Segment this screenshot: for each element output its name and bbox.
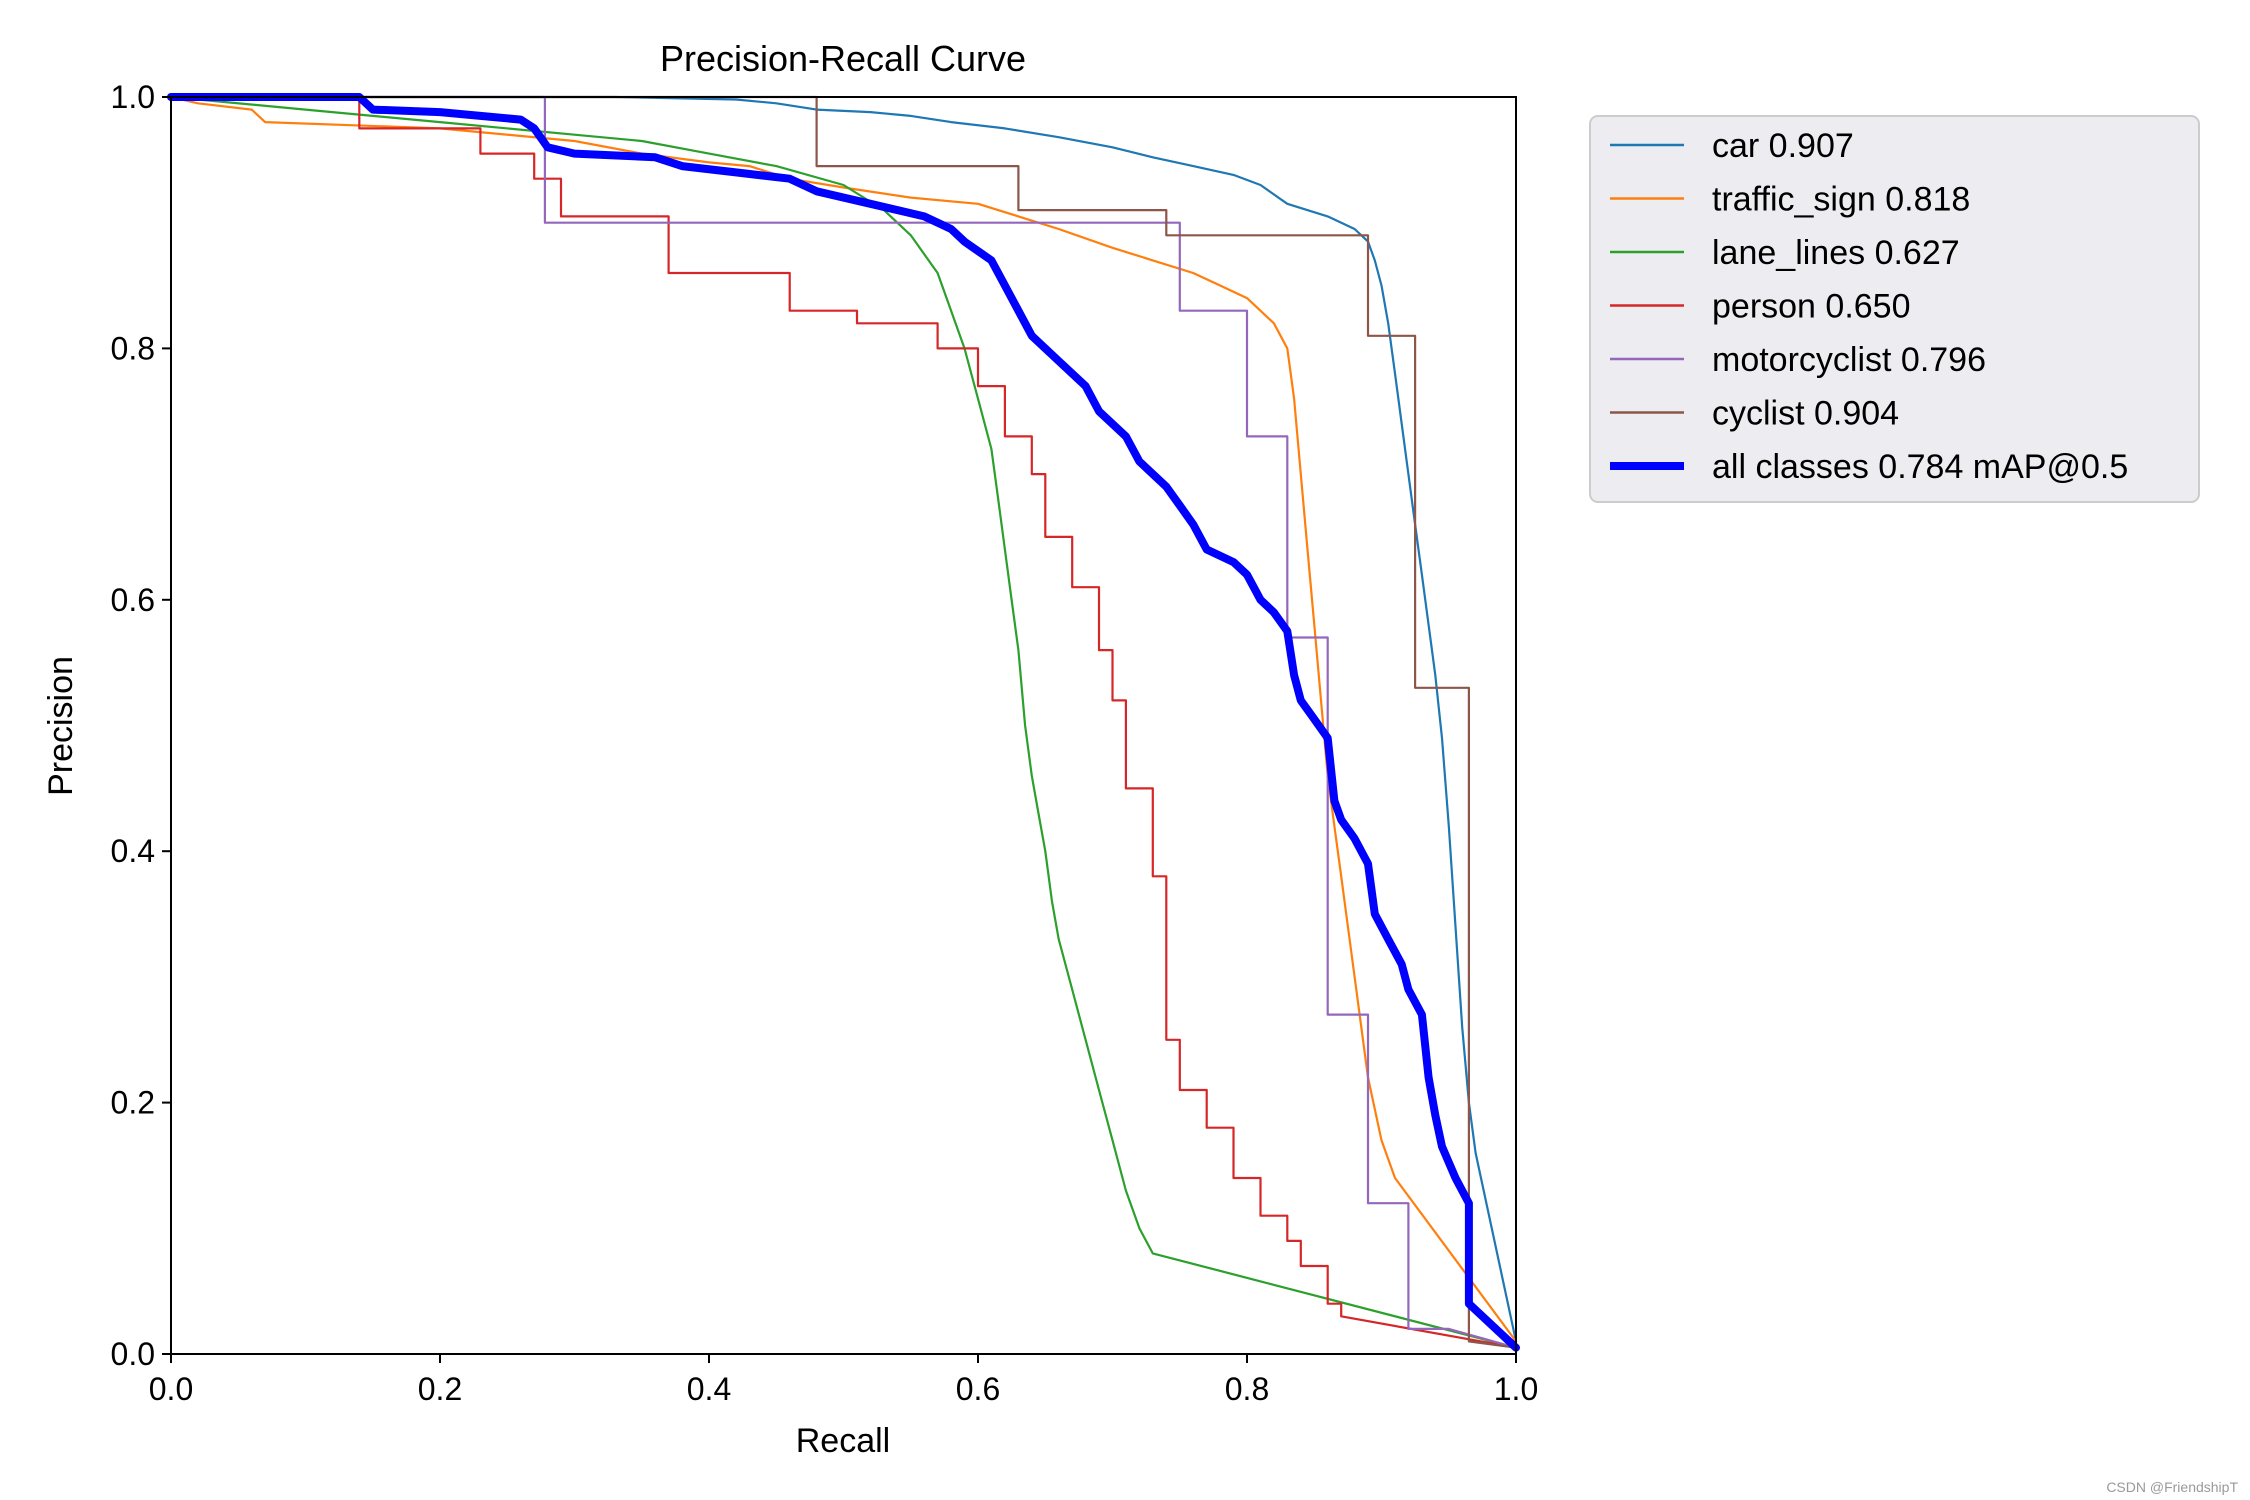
x-tick-label: 0.0 xyxy=(149,1371,193,1407)
x-tick-label: 0.2 xyxy=(418,1371,462,1407)
series-line-2 xyxy=(169,95,1518,1349)
series-layer xyxy=(167,93,1520,1352)
y-tick-label: 0.6 xyxy=(111,582,155,618)
legend-label: motorcyclist 0.796 xyxy=(1712,341,1986,379)
series-line-3 xyxy=(169,95,1518,1349)
legend: car 0.907 traffic_sign 0.818 lane_lines 0.… xyxy=(1589,115,2200,503)
y-tick-label: 0.4 xyxy=(111,833,155,869)
y-tick-label: 0.2 xyxy=(111,1085,155,1121)
x-tick-label: 0.8 xyxy=(1225,1371,1269,1407)
watermark: CSDN @FriendshipT xyxy=(2106,1479,2238,1495)
y-tick-label: 0.0 xyxy=(111,1336,155,1372)
chart-title: Precision-Recall Curve xyxy=(660,38,1026,79)
legend-box xyxy=(1589,115,2200,503)
x-tick-label: 0.6 xyxy=(956,1371,1000,1407)
legend-items: car 0.907 traffic_sign 0.818 lane_lines 0.… xyxy=(1610,127,2128,486)
legend-label: lane_lines 0.627 xyxy=(1712,234,1960,272)
y-tick-label: 1.0 xyxy=(111,79,155,115)
series-line-6 xyxy=(167,93,1520,1352)
x-tick-label: 1.0 xyxy=(1494,1371,1538,1407)
x-tick-label: 0.4 xyxy=(687,1371,731,1407)
x-axis: 0.0 0.2 0.4 0.6 0.8 1.0 xyxy=(149,1354,1538,1407)
plot-area xyxy=(167,93,1520,1355)
legend-label: traffic_sign 0.818 xyxy=(1712,181,1970,219)
plot-frame xyxy=(170,96,1517,1355)
x-axis-label: Recall xyxy=(796,1422,890,1460)
y-axis: 0.0 0.2 0.4 0.6 0.8 1.0 xyxy=(111,79,171,1372)
legend-label: car 0.907 xyxy=(1712,127,1854,165)
legend-label: cyclist 0.904 xyxy=(1712,395,1899,433)
series-line-5 xyxy=(169,95,1518,1349)
y-tick-label: 0.8 xyxy=(111,330,155,366)
legend-label: person 0.650 xyxy=(1712,288,1911,326)
y-axis-label: Precision xyxy=(42,656,80,796)
legend-label: all classes 0.784 mAP@0.5 xyxy=(1712,448,2128,486)
